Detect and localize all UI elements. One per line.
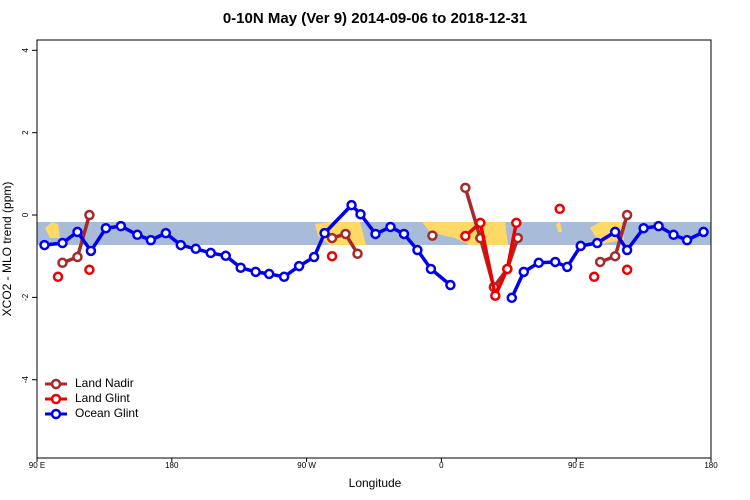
- y-tick-label: -4: [21, 376, 30, 384]
- data-point: [57, 237, 68, 249]
- legend-marker: [50, 393, 62, 405]
- data-point: [475, 217, 486, 229]
- data-point: [115, 220, 127, 232]
- data-point: [72, 251, 83, 263]
- legend-label: Land Glint: [75, 391, 130, 405]
- data-point: [398, 228, 410, 240]
- data-point: [160, 227, 172, 239]
- data-point: [190, 243, 202, 255]
- data-point: [621, 264, 633, 276]
- data-point: [100, 222, 112, 234]
- y-tick-label: 2: [21, 130, 30, 135]
- data-point: [52, 271, 64, 283]
- data-point: [355, 208, 366, 220]
- data-point: [346, 199, 357, 211]
- data-point: [57, 257, 68, 269]
- data-point: [698, 226, 709, 238]
- x-axis-label: Longitude: [349, 476, 402, 490]
- x-tick-label: 90 W: [297, 461, 316, 470]
- data-point: [84, 209, 95, 221]
- data-point: [235, 262, 246, 273]
- data-point: [460, 230, 471, 242]
- y-tick-label: 4: [21, 48, 30, 53]
- data-point: [352, 248, 363, 259]
- data-point: [84, 264, 95, 276]
- data-point: [506, 292, 518, 304]
- x-tick-label: 90 E: [29, 461, 45, 470]
- data-point: [175, 239, 187, 251]
- data-point: [502, 263, 513, 275]
- data-point: [460, 182, 471, 194]
- data-point: [319, 227, 330, 239]
- data-point: [385, 221, 396, 233]
- legend-marker: [50, 378, 62, 390]
- data-point: [668, 229, 679, 241]
- series-line: [44, 203, 452, 287]
- x-tick-label: 90 E: [568, 461, 584, 470]
- data-point: [250, 266, 261, 278]
- data-point: [132, 229, 143, 241]
- data-point: [293, 260, 305, 272]
- data-point: [445, 279, 456, 291]
- data-point: [370, 228, 381, 240]
- data-point: [554, 203, 565, 215]
- x-tick-label: 0: [439, 461, 444, 470]
- data-point: [594, 256, 606, 268]
- legend-marker: [50, 408, 62, 420]
- data-point: [308, 251, 320, 263]
- plot-frame: [36, 39, 712, 459]
- data-point: [72, 226, 83, 238]
- data-point: [263, 268, 275, 280]
- data-point: [340, 228, 351, 240]
- x-tick-label: 180: [704, 461, 718, 470]
- data-point: [145, 234, 157, 246]
- y-tick-label: 0: [21, 212, 30, 217]
- data-point: [326, 250, 338, 262]
- data-point: [638, 222, 649, 234]
- data-point: [575, 240, 586, 252]
- data-point: [549, 256, 561, 268]
- data-point: [412, 244, 423, 256]
- data-point: [533, 257, 545, 269]
- data-point: [85, 245, 97, 257]
- data-point: [427, 230, 438, 241]
- data-point: [326, 232, 338, 244]
- data-point: [278, 271, 290, 283]
- y-axis-label: XCO2 - MLO trend (ppm): [0, 182, 14, 317]
- legend-label: Ocean Glint: [75, 406, 139, 420]
- data-point: [39, 239, 50, 251]
- chart-title: 0-10N May (Ver 9) 2014-09-06 to 2018-12-…: [223, 10, 527, 27]
- data-point: [588, 271, 600, 283]
- data-point: [511, 217, 522, 229]
- data-point: [518, 266, 530, 278]
- data-point: [425, 263, 437, 275]
- data-point: [609, 250, 621, 262]
- legend-label: Land Nadir: [75, 376, 134, 390]
- data-point: [490, 290, 501, 301]
- data-point: [561, 261, 573, 273]
- data-point: [591, 237, 603, 249]
- data-point: [621, 244, 633, 256]
- data-point: [220, 250, 231, 262]
- data-point: [653, 220, 664, 232]
- x-tick-label: 180: [165, 461, 179, 470]
- data-point: [621, 209, 633, 221]
- data-point: [681, 234, 693, 246]
- y-tick-label: -2: [21, 293, 30, 301]
- data-point: [609, 226, 621, 238]
- data-point: [205, 247, 216, 259]
